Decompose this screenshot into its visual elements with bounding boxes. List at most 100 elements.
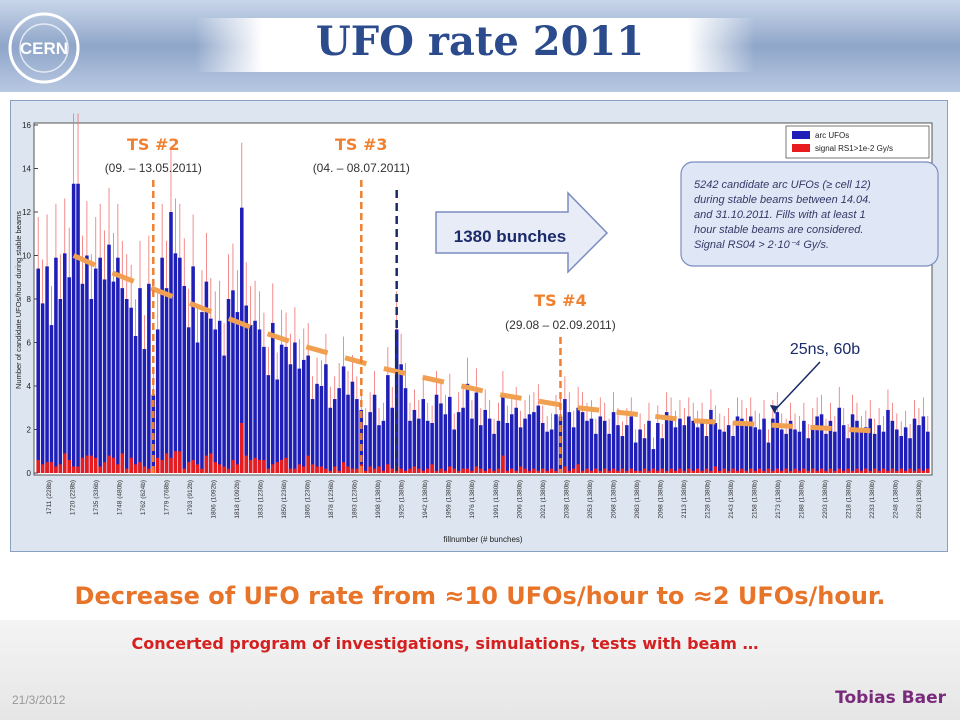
arc-ufo-bar xyxy=(377,425,381,473)
arc-ufo-bar xyxy=(709,409,713,473)
trend-dash xyxy=(72,253,96,268)
signal-bar xyxy=(549,468,554,473)
arc-ufo-bar xyxy=(222,355,226,473)
info-box-line: during stable beams between 14.04. xyxy=(694,194,871,206)
signal-bar xyxy=(155,457,160,473)
signal-bar xyxy=(713,466,718,473)
x-tick-label: 1806 (1092b) xyxy=(210,480,217,519)
signal-bar xyxy=(200,468,204,473)
arc-ufo-bar xyxy=(142,349,147,473)
slide-date: 21/3/2012 xyxy=(12,693,66,707)
signal-bar xyxy=(633,470,638,473)
arc-ufo-bar xyxy=(660,438,665,473)
arc-ufo-bar xyxy=(518,427,523,473)
signal-bar xyxy=(589,470,594,473)
arc-ufo-bar xyxy=(138,288,142,473)
signal-bar xyxy=(169,457,173,473)
trend-dash xyxy=(227,316,251,330)
arc-ufo-bar xyxy=(492,433,496,473)
ts2-dates: (09. – 13.05.2011) xyxy=(105,161,202,175)
signal-bar xyxy=(872,468,877,473)
ts2-label: TS #2 xyxy=(127,135,180,154)
arc-ufo-bar xyxy=(310,399,315,473)
arc-ufo-bar xyxy=(682,425,687,473)
trend-dash xyxy=(383,366,406,376)
arc-ufo-bar xyxy=(155,329,160,473)
arc-ufo-bar xyxy=(740,418,744,473)
signal-bar xyxy=(324,468,328,473)
x-tick-label: 2113 (1380b) xyxy=(681,480,688,518)
signal-bar xyxy=(231,459,235,473)
signal-bar xyxy=(779,470,784,473)
arc-ufo-bar xyxy=(217,320,222,473)
arc-ufo-bar xyxy=(523,418,527,473)
x-tick-label: 2263 (1380b) xyxy=(916,480,923,519)
arc-ufo-bar xyxy=(788,420,793,473)
x-tick-label: 2233 (1380b) xyxy=(869,480,876,519)
signal-bar xyxy=(133,464,138,473)
arc-ufo-bar xyxy=(850,414,855,473)
signal-bar xyxy=(138,462,142,473)
x-tick-label: 2173 (1380b) xyxy=(775,480,782,519)
info-box-line: and 31.10.2011. Fills with at least 1 xyxy=(694,209,866,221)
arc-ufo-bar xyxy=(235,312,240,473)
signal-bar xyxy=(319,466,324,473)
signal-bar xyxy=(470,470,474,473)
arc-ufo-bar xyxy=(160,257,164,473)
signal-bar xyxy=(890,468,895,473)
arc-ufo-bar xyxy=(881,431,886,473)
signal-bar xyxy=(54,466,58,473)
signal-bar xyxy=(753,470,757,473)
signal-bar xyxy=(921,470,926,473)
x-tick-label: 2021 (1380b) xyxy=(540,480,547,519)
arc-ufo-bar xyxy=(266,375,271,473)
x-tick-label: 2083 (1380b) xyxy=(634,480,641,519)
signal-bar xyxy=(275,462,279,473)
signal-bar xyxy=(505,470,510,473)
x-tick-label: 1850 (1236b) xyxy=(281,480,288,519)
arc-ufo-bar xyxy=(399,364,403,473)
arc-ufo-bar xyxy=(275,379,279,473)
arc-ufo-bar xyxy=(886,409,890,473)
arc-ufo-bar xyxy=(580,412,585,473)
arc-ufo-bar xyxy=(89,299,94,473)
arc-ufo-bar xyxy=(421,399,426,473)
signal-bar xyxy=(297,464,302,473)
arc-ufo-bar xyxy=(452,429,457,473)
arc-ufo-bar xyxy=(487,418,492,473)
x-tick-label: 1818 (1092b) xyxy=(234,480,241,519)
signal-bar xyxy=(864,468,868,473)
signal-bar xyxy=(253,457,257,473)
signal-bar xyxy=(771,470,775,473)
signal-bar xyxy=(669,468,673,473)
signal-bar xyxy=(518,466,523,473)
signal-bar xyxy=(240,422,244,473)
legend-label: arc UFOs xyxy=(815,131,849,140)
signal-bar xyxy=(806,470,811,473)
trend-layer xyxy=(72,253,871,434)
arc-ufo-bar xyxy=(76,183,80,473)
signal-bar xyxy=(461,468,465,473)
bars-layer xyxy=(36,113,930,473)
signal-bar xyxy=(412,466,417,473)
arc-ufo-bar xyxy=(36,268,40,473)
arc-ufo-bar xyxy=(532,412,536,473)
trend-dash xyxy=(538,398,561,408)
arc-ufo-bar xyxy=(133,335,138,473)
arc-ufo-bar xyxy=(545,431,549,473)
arc-ufo-bar xyxy=(762,418,766,473)
arc-ufo-bar xyxy=(540,422,545,473)
arc-ufo-bar xyxy=(98,257,102,473)
signal-bar xyxy=(178,451,182,473)
trend-dash xyxy=(305,344,329,356)
arc-ufo-bar xyxy=(470,418,474,473)
arc-ufo-bar xyxy=(859,431,864,473)
arc-ufo-bar xyxy=(722,431,726,473)
x-tick-label: 2218 (1380b) xyxy=(846,480,853,519)
arc-ufo-bar xyxy=(594,433,598,473)
signal-bar xyxy=(899,468,904,473)
signal-bar xyxy=(195,464,200,473)
arc-ufo-bar xyxy=(262,346,266,473)
signal-bar xyxy=(841,470,846,473)
arc-ufo-bar xyxy=(430,422,434,473)
